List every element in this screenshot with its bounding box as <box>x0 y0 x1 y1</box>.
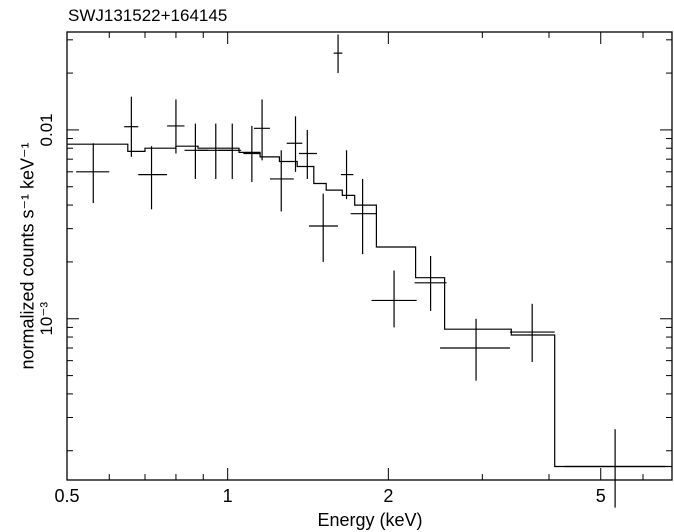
data-point <box>509 303 555 363</box>
x-tick-label: 1 <box>223 486 233 506</box>
y-tick-label: 10⁻³ <box>37 302 56 336</box>
data-point <box>218 123 242 179</box>
data-point <box>440 318 510 381</box>
data-point <box>414 255 447 311</box>
data-point <box>350 178 377 255</box>
y-axis-label: normalized counts s⁻¹ keV⁻¹ <box>17 142 38 370</box>
y-tick-label: 0.01 <box>37 113 56 146</box>
data-point <box>253 99 270 161</box>
data-point <box>371 270 417 328</box>
data-point <box>340 150 354 200</box>
data-points-series <box>76 34 666 508</box>
data-point <box>286 116 303 172</box>
data-point <box>76 143 110 204</box>
data-point <box>198 123 233 179</box>
x-axis-label: Energy (keV) <box>317 510 423 530</box>
data-point <box>298 129 317 179</box>
tick-labels: 0.5 1 2 5 0.01 10⁻³ <box>37 113 606 506</box>
x-tick-label: 2 <box>383 486 393 506</box>
data-point <box>167 99 185 154</box>
data-point <box>243 125 261 182</box>
x-tick-label: 5 <box>596 486 606 506</box>
data-point <box>124 96 139 157</box>
plot-frame <box>66 31 673 481</box>
data-point <box>138 146 168 210</box>
x-tick-label: 0.5 <box>54 486 79 506</box>
data-point <box>333 34 343 74</box>
chart-title: SWJ131522+164145 <box>68 6 228 25</box>
axis-ticks <box>66 32 672 480</box>
data-point <box>184 123 209 179</box>
data-point <box>564 429 666 508</box>
model-step-series <box>67 143 672 468</box>
model-step-line <box>67 143 672 468</box>
data-point <box>308 193 339 262</box>
data-point <box>269 150 294 212</box>
